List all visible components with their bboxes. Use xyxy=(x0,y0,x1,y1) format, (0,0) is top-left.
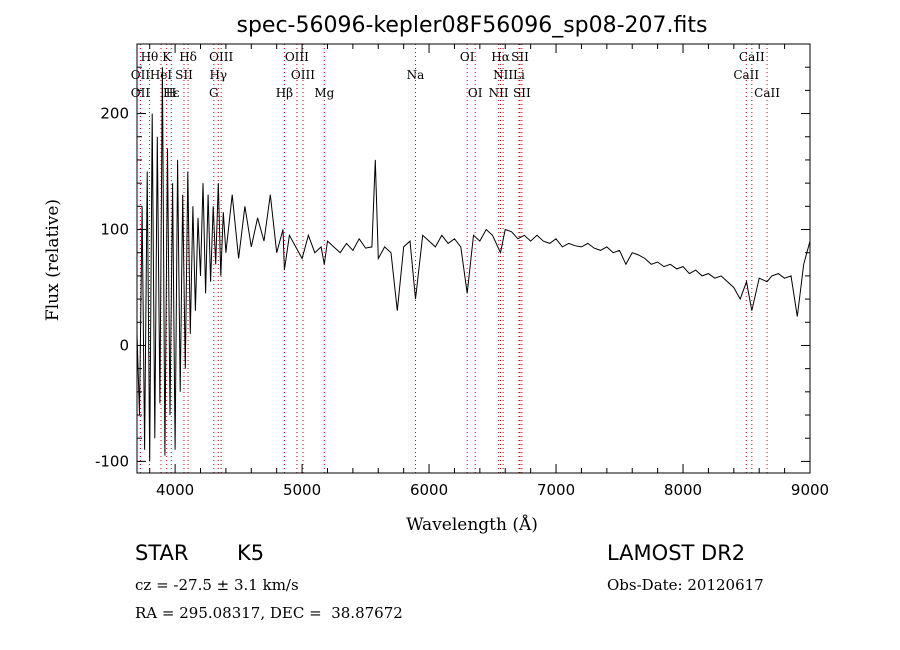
line-marker-label: SII xyxy=(513,86,531,100)
line-marker-label: G xyxy=(209,86,219,100)
plot-frame xyxy=(136,43,811,474)
line-marker-label: OIII xyxy=(285,50,309,64)
ra-dec-coordinates: RA = 295.08317, DEC = 38.87672 xyxy=(135,604,403,622)
x-tick-label: 7000 xyxy=(537,481,575,499)
y-tick-label: -100 xyxy=(95,452,129,470)
observation-date: Obs-Date: 20120617 xyxy=(607,576,764,594)
line-marker-label: CaII xyxy=(754,86,780,100)
line-marker-label: Li xyxy=(513,68,525,82)
line-marker-label: Hβ xyxy=(276,86,293,100)
line-marker-label: NII xyxy=(489,86,509,100)
line-marker-label: Hθ xyxy=(141,50,159,64)
line-marker-label: Hδ xyxy=(179,50,197,64)
line-marker-label: OI xyxy=(460,50,475,64)
line-marker-label: K xyxy=(162,50,172,64)
y-axis-ticks: -100 0 100 200 xyxy=(95,66,810,470)
x-axis-label: Wavelength (Å) xyxy=(406,514,538,535)
x-tick-label: 5000 xyxy=(283,481,321,499)
y-tick-label: 200 xyxy=(100,105,129,123)
line-marker-label: SII xyxy=(175,68,193,82)
emission-line-markers xyxy=(139,44,768,473)
x-tick-label: 6000 xyxy=(410,481,448,499)
line-marker-label: OII xyxy=(131,68,151,82)
line-marker-label: Hα xyxy=(491,50,510,64)
y-tick-label: 0 xyxy=(119,336,129,354)
redshift-velocity: cz = -27.5 ± 3.1 km/s xyxy=(135,576,299,594)
survey-name: LAMOST DR2 xyxy=(607,541,746,565)
x-axis-ticks: 4000 5000 6000 7000 8000 9000 xyxy=(149,44,829,499)
line-marker-label: Na xyxy=(407,68,425,82)
line-marker-label: NII xyxy=(493,68,513,82)
line-marker-label: SII xyxy=(511,50,529,64)
object-type: STAR xyxy=(135,541,189,565)
line-marker-label: OIII xyxy=(209,50,233,64)
line-marker-label: CaII xyxy=(739,50,765,64)
line-marker-label: Mg xyxy=(314,86,334,100)
line-marker-label: OIII xyxy=(291,68,315,82)
object-subclass: K5 xyxy=(237,541,265,565)
line-marker-label: OII xyxy=(131,86,151,100)
x-tick-label: 8000 xyxy=(664,481,702,499)
line-marker-label: OI xyxy=(468,86,483,100)
line-marker-label: Hγ xyxy=(209,68,227,82)
line-marker-label: H xyxy=(166,86,176,100)
y-axis-label: Flux (relative) xyxy=(43,199,63,321)
spectrum-series-line xyxy=(136,67,811,462)
x-tick-label: 4000 xyxy=(156,481,194,499)
line-marker-label: CaII xyxy=(733,68,759,82)
line-marker-label: HeI xyxy=(150,68,173,82)
chart-title: spec-56096-kepler08F56096_sp08-207.fits xyxy=(237,13,708,38)
line-marker-label: Hε xyxy=(163,86,180,100)
y-tick-label: 100 xyxy=(100,221,129,239)
x-tick-label: 9000 xyxy=(791,481,829,499)
